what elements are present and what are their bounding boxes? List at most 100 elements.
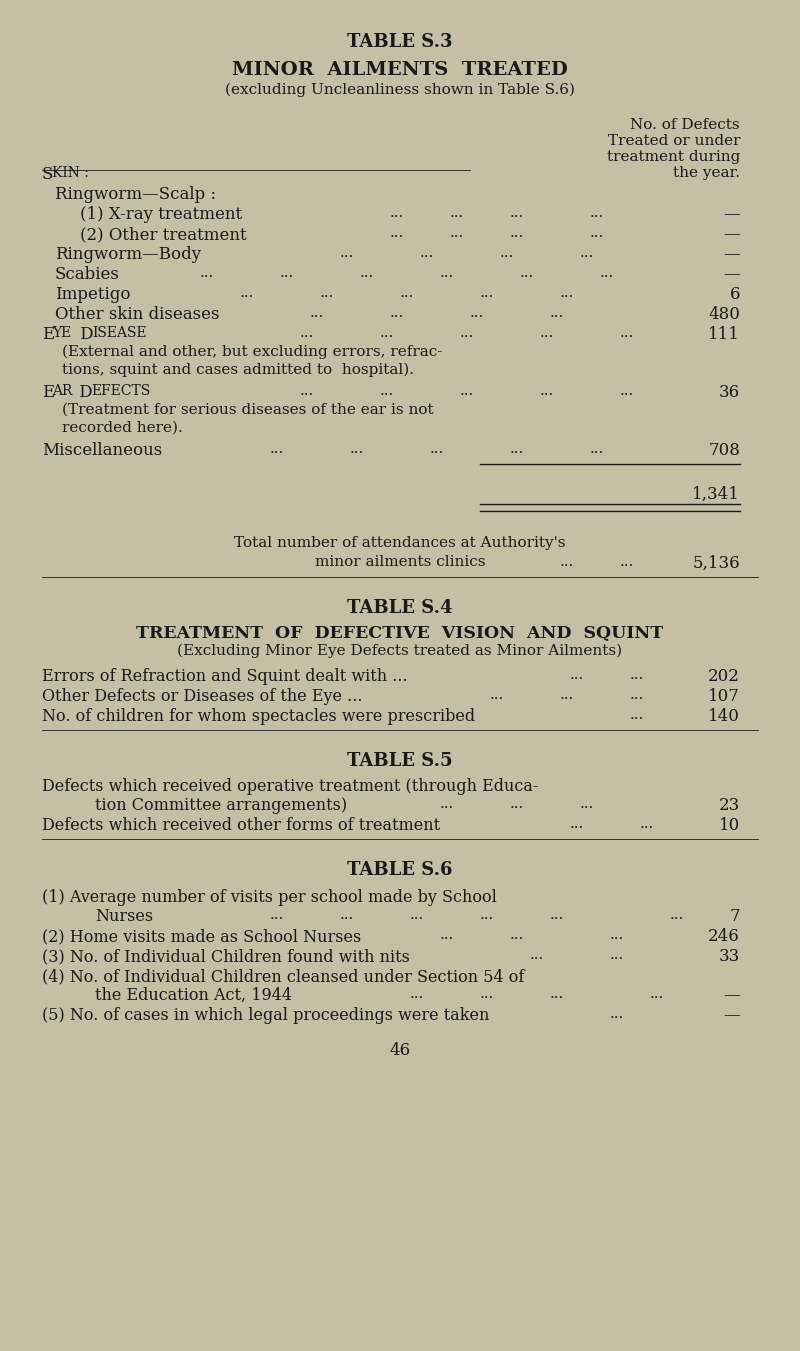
Text: 480: 480: [708, 305, 740, 323]
Text: ...: ...: [560, 286, 574, 300]
Text: ...: ...: [280, 266, 294, 280]
Text: ...: ...: [630, 688, 644, 703]
Text: ...: ...: [470, 305, 484, 320]
Text: 46: 46: [390, 1042, 410, 1059]
Text: 1,341: 1,341: [692, 486, 740, 503]
Text: Ringworm—Body: Ringworm—Body: [55, 246, 201, 263]
Text: Miscellaneous: Miscellaneous: [42, 442, 162, 459]
Text: ...: ...: [390, 205, 404, 220]
Text: ...: ...: [670, 908, 684, 921]
Text: (5) No. of cases in which legal proceedings were taken: (5) No. of cases in which legal proceedi…: [42, 1006, 490, 1024]
Text: ...: ...: [570, 817, 584, 831]
Text: (1) X-ray treatment: (1) X-ray treatment: [80, 205, 242, 223]
Text: Other skin diseases: Other skin diseases: [55, 305, 219, 323]
Text: 202: 202: [708, 667, 740, 685]
Text: KIN :: KIN :: [52, 166, 89, 180]
Text: —: —: [723, 1006, 740, 1024]
Text: (1) Average number of visits per school made by School: (1) Average number of visits per school …: [42, 889, 497, 907]
Text: the year.: the year.: [673, 166, 740, 180]
Text: —: —: [723, 246, 740, 263]
Text: ...: ...: [520, 266, 534, 280]
Text: 10: 10: [718, 817, 740, 834]
Text: ...: ...: [430, 442, 444, 457]
Text: ...: ...: [270, 908, 284, 921]
Text: (excluding Uncleanliness shown in Table S.6): (excluding Uncleanliness shown in Table …: [225, 82, 575, 97]
Text: (2) Home visits made as School Nurses: (2) Home visits made as School Nurses: [42, 928, 362, 944]
Text: ...: ...: [420, 246, 434, 259]
Text: ...: ...: [240, 286, 254, 300]
Text: D: D: [75, 326, 94, 343]
Text: Errors of Refraction and Squint dealt with ...: Errors of Refraction and Squint dealt wi…: [42, 667, 408, 685]
Text: 111: 111: [708, 326, 740, 343]
Text: tions, squint and cases admitted to  hospital).: tions, squint and cases admitted to hosp…: [62, 363, 414, 377]
Text: 36: 36: [719, 384, 740, 401]
Text: Scabies: Scabies: [55, 266, 120, 282]
Text: TABLE S.6: TABLE S.6: [347, 861, 453, 880]
Text: Ringworm—Scalp :: Ringworm—Scalp :: [55, 186, 216, 203]
Text: ...: ...: [550, 988, 564, 1001]
Text: ...: ...: [440, 797, 454, 811]
Text: (3) No. of Individual Children found with nits: (3) No. of Individual Children found wit…: [42, 948, 410, 965]
Text: ...: ...: [310, 305, 324, 320]
Text: ...: ...: [620, 326, 634, 340]
Text: ...: ...: [400, 286, 414, 300]
Text: ...: ...: [350, 442, 364, 457]
Text: recorded here).: recorded here).: [62, 422, 182, 435]
Text: ...: ...: [490, 688, 504, 703]
Text: ...: ...: [590, 205, 604, 220]
Text: Total number of attendances at Authority's: Total number of attendances at Authority…: [234, 536, 566, 550]
Text: ...: ...: [450, 226, 464, 240]
Text: ...: ...: [390, 226, 404, 240]
Text: ...: ...: [300, 384, 314, 399]
Text: E: E: [42, 384, 54, 401]
Text: ...: ...: [530, 948, 544, 962]
Text: ...: ...: [540, 384, 554, 399]
Text: ...: ...: [270, 442, 284, 457]
Text: ...: ...: [550, 305, 564, 320]
Text: ...: ...: [590, 226, 604, 240]
Text: the Education Act, 1944: the Education Act, 1944: [95, 988, 292, 1004]
Text: ...: ...: [390, 305, 404, 320]
Text: ...: ...: [620, 555, 634, 569]
Text: 140: 140: [708, 708, 740, 725]
Text: ...: ...: [300, 326, 314, 340]
Text: ...: ...: [480, 988, 494, 1001]
Text: ...: ...: [440, 266, 454, 280]
Text: Nurses: Nurses: [95, 908, 153, 925]
Text: 23: 23: [718, 797, 740, 815]
Text: EFECTS: EFECTS: [91, 384, 150, 399]
Text: ...: ...: [620, 384, 634, 399]
Text: ...: ...: [480, 286, 494, 300]
Text: (4) No. of Individual Children cleansed under Section 54 of: (4) No. of Individual Children cleansed …: [42, 969, 524, 985]
Text: Treated or under: Treated or under: [607, 134, 740, 149]
Text: 246: 246: [708, 928, 740, 944]
Text: TREATMENT  OF  DEFECTIVE  VISION  AND  SQUINT: TREATMENT OF DEFECTIVE VISION AND SQUINT: [137, 626, 663, 642]
Text: ...: ...: [450, 205, 464, 220]
Text: (2) Other treatment: (2) Other treatment: [80, 226, 246, 243]
Text: ...: ...: [380, 326, 394, 340]
Text: (External and other, but excluding errors, refrac-: (External and other, but excluding error…: [62, 345, 442, 359]
Text: ...: ...: [630, 708, 644, 721]
Text: minor ailments clinics: minor ailments clinics: [314, 555, 486, 569]
Text: TABLE S.4: TABLE S.4: [347, 598, 453, 617]
Text: ...: ...: [580, 797, 594, 811]
Text: ...: ...: [610, 948, 624, 962]
Text: S: S: [42, 166, 54, 182]
Text: TABLE S.5: TABLE S.5: [347, 753, 453, 770]
Text: ...: ...: [610, 928, 624, 942]
Text: ...: ...: [610, 1006, 624, 1021]
Text: Impetigo: Impetigo: [55, 286, 130, 303]
Text: ...: ...: [480, 908, 494, 921]
Text: —: —: [723, 205, 740, 223]
Text: —: —: [723, 266, 740, 282]
Text: ...: ...: [500, 246, 514, 259]
Text: (Excluding Minor Eye Defects treated as Minor Ailments): (Excluding Minor Eye Defects treated as …: [178, 644, 622, 658]
Text: 5,136: 5,136: [692, 555, 740, 571]
Text: ISEASE: ISEASE: [92, 326, 146, 340]
Text: 33: 33: [718, 948, 740, 965]
Text: Defects which received other forms of treatment: Defects which received other forms of tr…: [42, 817, 440, 834]
Text: ...: ...: [200, 266, 214, 280]
Text: ...: ...: [560, 688, 574, 703]
Text: ...: ...: [510, 205, 524, 220]
Text: ...: ...: [510, 442, 524, 457]
